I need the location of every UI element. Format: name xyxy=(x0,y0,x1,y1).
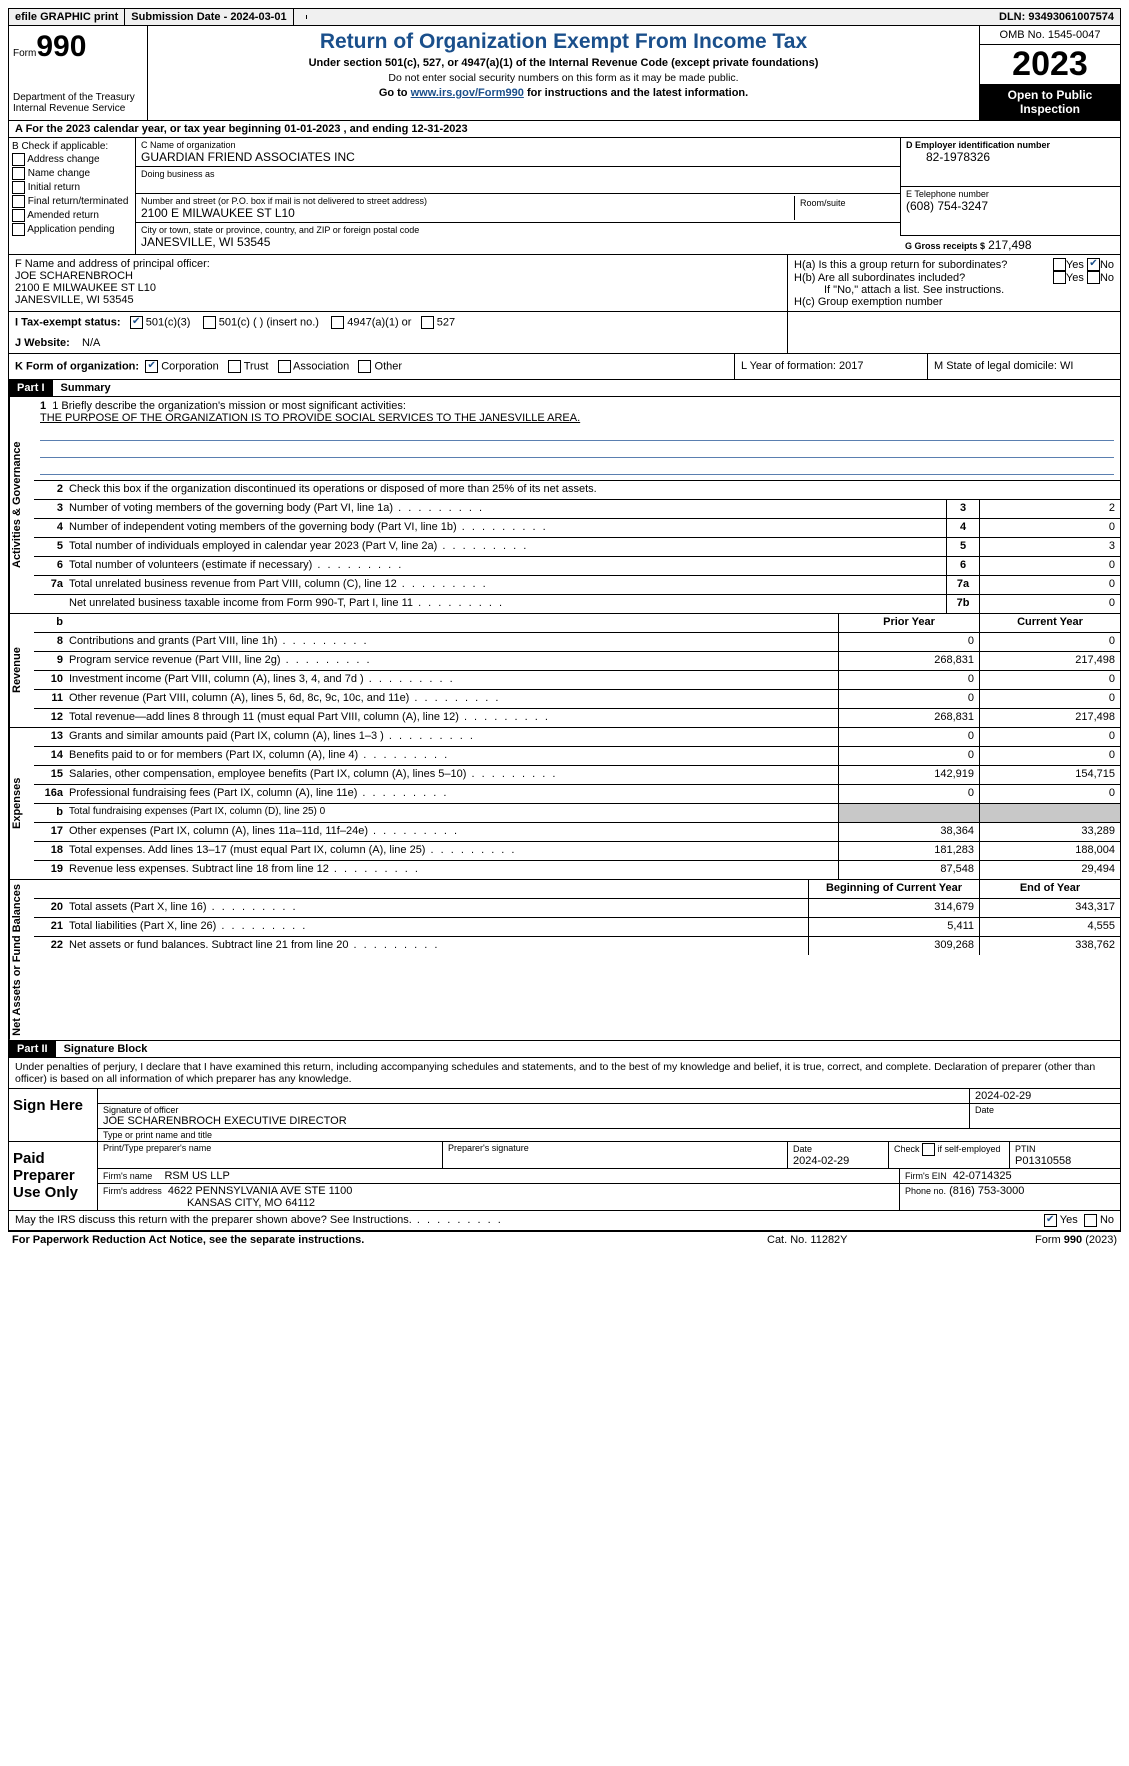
org-address: 2100 E MILWAUKEE ST L10 xyxy=(141,206,794,220)
state-domicile: M State of legal domicile: WI xyxy=(927,354,1120,379)
omb-number: OMB No. 1545-0047 xyxy=(980,26,1120,45)
klm-row: K Form of organization: Corporation Trus… xyxy=(8,354,1121,380)
row-a-period: A For the 2023 calendar year, or tax yea… xyxy=(8,121,1121,138)
summary-expenses: Expenses 13Grants and similar amounts pa… xyxy=(8,728,1121,880)
website: N/A xyxy=(82,337,100,349)
col-c-org: C Name of organization GUARDIAN FRIEND A… xyxy=(136,138,900,254)
main-info-block: B Check if applicable: Address change Na… xyxy=(8,138,1121,255)
firm-phone: (816) 753-3000 xyxy=(949,1185,1024,1197)
org-corp xyxy=(145,360,158,373)
firm-name: RSM US LLP xyxy=(164,1170,229,1182)
tax-year: 2023 xyxy=(980,45,1120,84)
col-d-ids: D Employer identification number 82-1978… xyxy=(900,138,1120,254)
status-row: I Tax-exempt status: 501(c)(3) 501(c) ( … xyxy=(8,312,1121,354)
firm-ein: 42-0714325 xyxy=(953,1170,1012,1182)
efile-label: efile GRAPHIC print xyxy=(9,9,125,25)
year-formation: L Year of formation: 2017 xyxy=(734,354,927,379)
top-bar: efile GRAPHIC print Submission Date - 20… xyxy=(8,8,1121,26)
status-501c3 xyxy=(130,316,143,329)
gross-receipts: 217,498 xyxy=(988,238,1031,252)
ein: 82-1978326 xyxy=(906,150,1115,164)
part2-header: Part II Signature Block xyxy=(8,1041,1121,1058)
group-return-no xyxy=(1087,258,1100,271)
discuss-yes xyxy=(1044,1214,1057,1227)
form-number: Form990 xyxy=(13,30,143,64)
summary-netassets: Net Assets or Fund Balances Beginning of… xyxy=(8,880,1121,1041)
open-inspection: Open to Public Inspection xyxy=(980,84,1120,120)
sign-date: 2024-02-29 xyxy=(970,1089,1120,1103)
dln: DLN: 93493061007574 xyxy=(993,9,1120,25)
officer-signature: JOE SCHARENBROCH EXECUTIVE DIRECTOR xyxy=(103,1115,964,1127)
dept-treasury: Department of the Treasury Internal Reve… xyxy=(13,92,143,114)
page-footer: For Paperwork Reduction Act Notice, see … xyxy=(8,1231,1121,1248)
org-city: JANESVILLE, WI 53545 xyxy=(141,235,895,249)
ptin: P01310558 xyxy=(1015,1155,1071,1167)
section-f-h: F Name and address of principal officer:… xyxy=(8,255,1121,312)
officer-name: JOE SCHARENBROCH xyxy=(15,270,781,282)
col-b-checkboxes: B Check if applicable: Address change Na… xyxy=(9,138,136,254)
summary-governance: Activities & Governance 1 1 Briefly desc… xyxy=(8,397,1121,614)
subtitle-2: Do not enter social security numbers on … xyxy=(152,72,975,84)
mission-text: THE PURPOSE OF THE ORGANIZATION IS TO PR… xyxy=(40,412,1114,424)
summary-revenue: Revenue b Prior Year Current Year 8Contr… xyxy=(8,614,1121,728)
form-header: Form990 Department of the Treasury Inter… xyxy=(8,26,1121,121)
submission-date: Submission Date - 2024-03-01 xyxy=(125,9,293,25)
subtitle-1: Under section 501(c), 527, or 4947(a)(1)… xyxy=(152,57,975,69)
part1-header: Part I Summary xyxy=(8,380,1121,397)
telephone: (608) 754-3247 xyxy=(906,199,1115,213)
signature-block: Under penalties of perjury, I declare th… xyxy=(8,1058,1121,1231)
irs-link[interactable]: www.irs.gov/Form990 xyxy=(411,87,524,99)
form-title: Return of Organization Exempt From Incom… xyxy=(152,30,975,54)
org-name: GUARDIAN FRIEND ASSOCIATES INC xyxy=(141,150,895,164)
subtitle-3: Go to www.irs.gov/Form990 for instructio… xyxy=(152,87,975,99)
